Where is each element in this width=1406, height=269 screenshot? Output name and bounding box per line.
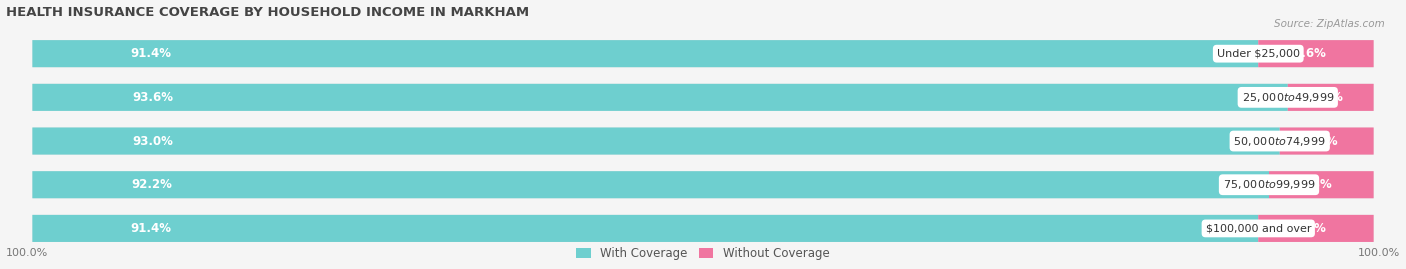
Text: 91.4%: 91.4% [131, 47, 172, 60]
Text: 7.8%: 7.8% [1299, 178, 1333, 191]
Text: HEALTH INSURANCE COVERAGE BY HOUSEHOLD INCOME IN MARKHAM: HEALTH INSURANCE COVERAGE BY HOUSEHOLD I… [6, 6, 529, 19]
Text: 100.0%: 100.0% [1358, 248, 1400, 258]
Text: 7.0%: 7.0% [1306, 134, 1339, 147]
Text: $25,000 to $49,999: $25,000 to $49,999 [1241, 91, 1334, 104]
FancyBboxPatch shape [1270, 171, 1374, 198]
Text: Source: ZipAtlas.com: Source: ZipAtlas.com [1274, 19, 1385, 29]
FancyBboxPatch shape [32, 40, 1374, 67]
FancyBboxPatch shape [32, 128, 1374, 155]
FancyBboxPatch shape [1279, 128, 1374, 155]
Text: 8.6%: 8.6% [1294, 47, 1327, 60]
Text: 92.2%: 92.2% [131, 178, 172, 191]
FancyBboxPatch shape [32, 128, 1279, 155]
Text: 8.6%: 8.6% [1294, 222, 1327, 235]
Text: 93.0%: 93.0% [132, 134, 173, 147]
FancyBboxPatch shape [32, 215, 1258, 242]
FancyBboxPatch shape [1288, 84, 1374, 111]
FancyBboxPatch shape [32, 84, 1374, 111]
Text: 6.4%: 6.4% [1310, 91, 1343, 104]
Text: $75,000 to $99,999: $75,000 to $99,999 [1223, 178, 1315, 191]
Text: 91.4%: 91.4% [131, 222, 172, 235]
Text: Under $25,000: Under $25,000 [1216, 49, 1299, 59]
FancyBboxPatch shape [32, 84, 1288, 111]
FancyBboxPatch shape [1258, 40, 1374, 67]
FancyBboxPatch shape [1258, 215, 1374, 242]
FancyBboxPatch shape [32, 215, 1374, 242]
FancyBboxPatch shape [32, 171, 1270, 198]
Text: $50,000 to $74,999: $50,000 to $74,999 [1233, 134, 1326, 147]
FancyBboxPatch shape [32, 40, 1258, 67]
Text: 100.0%: 100.0% [6, 248, 48, 258]
Text: 93.6%: 93.6% [132, 91, 174, 104]
Legend: With Coverage, Without Coverage: With Coverage, Without Coverage [572, 242, 834, 265]
FancyBboxPatch shape [32, 171, 1374, 198]
Text: $100,000 and over: $100,000 and over [1205, 224, 1310, 233]
